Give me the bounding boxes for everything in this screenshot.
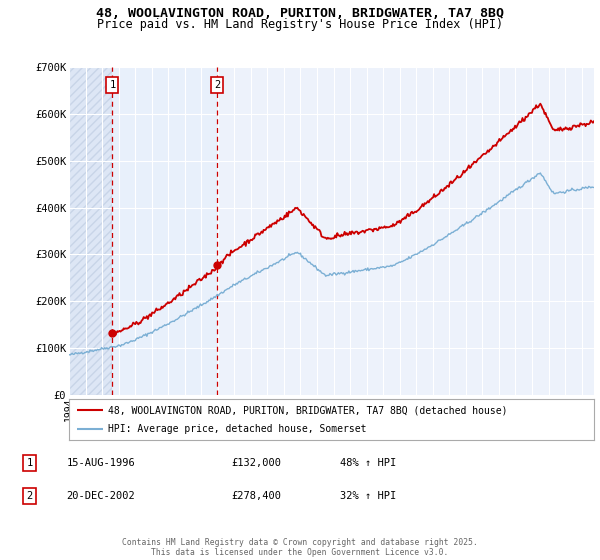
Text: 48, WOOLAVINGTON ROAD, PURITON, BRIDGWATER, TA7 8BQ: 48, WOOLAVINGTON ROAD, PURITON, BRIDGWAT… bbox=[96, 7, 504, 20]
Text: 20-DEC-2002: 20-DEC-2002 bbox=[67, 491, 136, 501]
Text: £132,000: £132,000 bbox=[231, 458, 281, 468]
Text: 1: 1 bbox=[109, 80, 115, 90]
Text: HPI: Average price, detached house, Somerset: HPI: Average price, detached house, Some… bbox=[109, 424, 367, 433]
Bar bbox=[112, 67, 217, 395]
Text: 15-AUG-1996: 15-AUG-1996 bbox=[67, 458, 136, 468]
Text: £278,400: £278,400 bbox=[231, 491, 281, 501]
Text: 32% ↑ HPI: 32% ↑ HPI bbox=[340, 491, 397, 501]
Text: 1: 1 bbox=[26, 458, 32, 468]
Bar bbox=[69, 67, 112, 395]
Text: Price paid vs. HM Land Registry's House Price Index (HPI): Price paid vs. HM Land Registry's House … bbox=[97, 18, 503, 31]
Text: 2: 2 bbox=[26, 491, 32, 501]
Bar bbox=[69, 67, 112, 395]
Text: Contains HM Land Registry data © Crown copyright and database right 2025.
This d: Contains HM Land Registry data © Crown c… bbox=[122, 538, 478, 557]
Text: 2: 2 bbox=[214, 80, 220, 90]
Text: 48, WOOLAVINGTON ROAD, PURITON, BRIDGWATER, TA7 8BQ (detached house): 48, WOOLAVINGTON ROAD, PURITON, BRIDGWAT… bbox=[109, 405, 508, 415]
Text: 48% ↑ HPI: 48% ↑ HPI bbox=[340, 458, 397, 468]
